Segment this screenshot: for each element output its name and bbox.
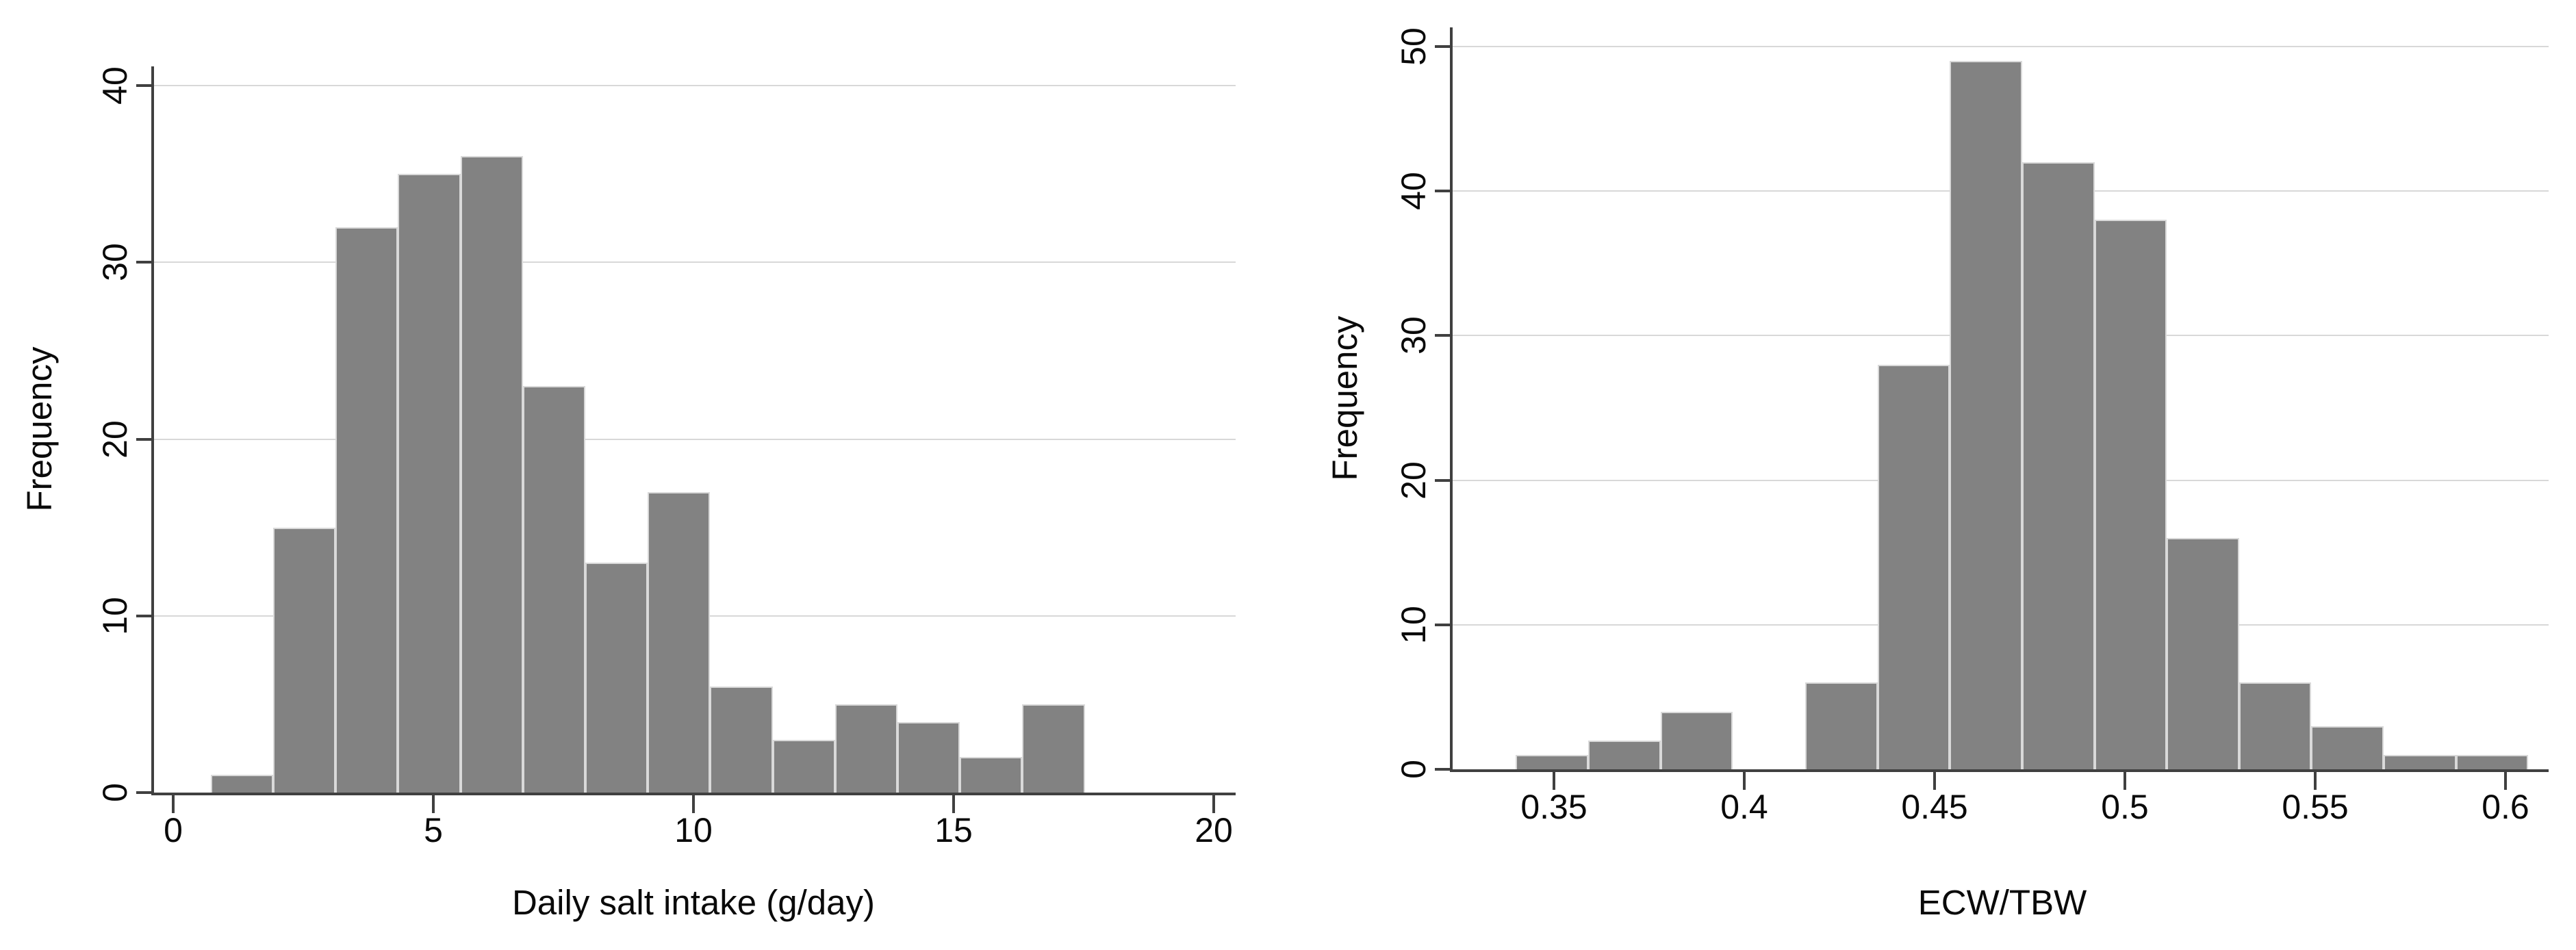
y-tick-label: 20 <box>1394 461 1433 500</box>
x-tick <box>2124 772 2126 790</box>
x-tick-label: 10 <box>674 811 713 849</box>
gridline <box>154 85 1236 86</box>
y-tick-label: 10 <box>1394 605 1433 644</box>
histogram-bar <box>1022 704 1085 793</box>
y-tick <box>1435 478 1450 482</box>
histogram-bar <box>335 227 398 793</box>
y-tick <box>136 84 151 87</box>
x-axis-title: Daily salt intake (g/day) <box>511 883 876 922</box>
histogram-bar <box>1950 61 2022 769</box>
y-axis-title: Frequency <box>1325 316 1364 481</box>
histogram-bar <box>1877 364 1950 769</box>
x-tick-label: 0.55 <box>2282 788 2349 826</box>
gridline <box>154 261 1236 264</box>
x-tick-label: 20 <box>1195 811 1233 849</box>
y-axis-line <box>1450 27 1453 772</box>
histogram-bar <box>272 527 336 793</box>
histogram-bar <box>2094 220 2167 769</box>
x-tick <box>1933 772 1936 790</box>
x-tick <box>1553 772 1555 790</box>
y-tick-label: 50 <box>1394 27 1433 66</box>
y-tick-label: 30 <box>1394 316 1433 355</box>
y-tick <box>136 261 151 264</box>
x-axis-title: ECW/TBW <box>1917 883 2087 922</box>
x-tick-label: 0.6 <box>2482 788 2529 826</box>
histogram-bar <box>1805 682 1878 769</box>
x-tick <box>172 795 175 813</box>
y-tick <box>136 791 151 794</box>
x-tick <box>1743 772 1746 790</box>
x-tick <box>952 795 955 813</box>
y-tick <box>1435 768 1450 771</box>
histogram-bar <box>522 386 585 793</box>
x-tick-label: 0 <box>164 811 183 849</box>
histogram-bar <box>710 686 773 793</box>
x-tick <box>432 795 435 813</box>
y-tick-label: 0 <box>1394 760 1433 779</box>
histogram-bar <box>2167 538 2239 769</box>
x-tick-label: 0.35 <box>1520 788 1587 826</box>
histogram-bar <box>2022 162 2095 769</box>
x-tick-label: 0.5 <box>2101 788 2149 826</box>
histogram-bar <box>398 174 461 793</box>
histogram-bar <box>2384 754 2456 769</box>
x-axis-line <box>1450 769 2549 772</box>
y-axis-line <box>151 66 154 795</box>
histogram-bar <box>834 704 897 793</box>
x-tick-label: 5 <box>424 811 443 849</box>
histogram-bar <box>648 491 711 793</box>
y-tick <box>1435 190 1450 193</box>
x-tick <box>2314 772 2317 790</box>
histogram-bar <box>2311 726 2384 769</box>
y-tick <box>136 437 151 441</box>
y-tick <box>1435 334 1450 337</box>
y-tick <box>136 614 151 617</box>
x-tick-label: 0.45 <box>1901 788 1968 826</box>
x-tick <box>692 795 695 813</box>
histogram-bar <box>772 739 835 793</box>
y-tick <box>1435 45 1450 48</box>
histogram-bar <box>585 563 648 793</box>
y-tick-label: 40 <box>1394 172 1433 210</box>
x-tick-label: 15 <box>934 811 973 849</box>
histogram-bar <box>897 721 960 793</box>
x-axis-line <box>151 793 1236 795</box>
gridline <box>154 438 1236 440</box>
histogram-bar <box>1516 754 1589 769</box>
y-tick <box>1435 623 1450 626</box>
histogram-bar <box>1588 740 1661 769</box>
gridline <box>1453 46 2549 47</box>
x-tick <box>1212 795 1215 813</box>
x-tick <box>2504 772 2507 790</box>
histogram-bar <box>460 156 523 793</box>
histogram-bar <box>2239 682 2312 769</box>
histogram-bar <box>210 775 273 793</box>
x-tick-label: 0.4 <box>1720 788 1768 826</box>
histogram-bar <box>960 757 1023 793</box>
histogram-bar <box>2456 754 2529 769</box>
histogram-bar <box>1660 711 1733 769</box>
